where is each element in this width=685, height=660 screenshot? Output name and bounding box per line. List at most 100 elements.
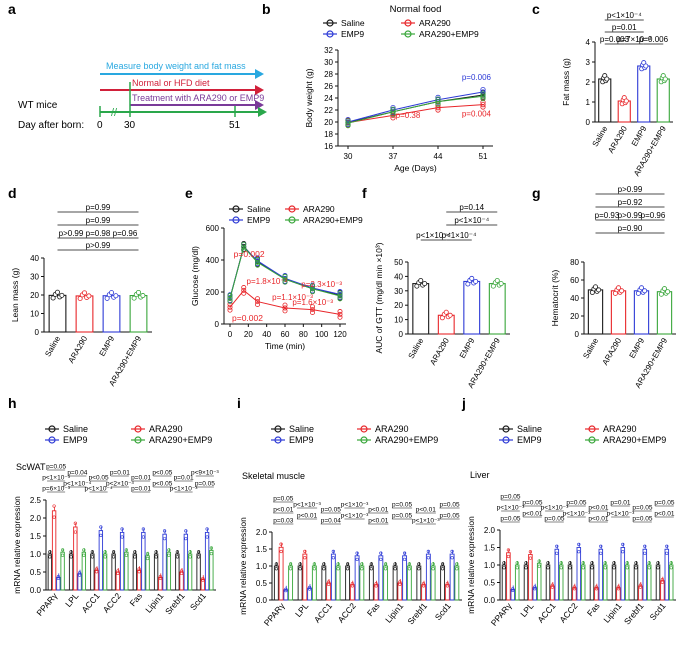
y-tick-label: 2.0 [256,528,268,537]
annotation: p=0.99 [86,216,111,225]
data-point [537,564,541,568]
data-point [227,295,233,301]
annotation: p=1.1×10⁻³ [272,293,313,302]
data-point [336,567,340,571]
data-point [634,561,638,565]
annotation: p<0.05 [152,470,172,477]
data-point [241,244,247,250]
data-point [445,582,449,586]
data-point [137,570,141,574]
data-point [455,562,459,566]
bar [102,553,108,591]
data-point [55,289,61,295]
x-tick-label: 100 [315,330,329,339]
annotation: p=0.98 [86,229,111,238]
data-point [167,548,171,552]
day-tick-30: 30 [124,120,136,131]
x-tick-label: Fas [365,601,382,618]
data-point [599,544,603,548]
bar [359,565,365,601]
annotation: p=0.90 [618,224,643,233]
data-point [390,115,396,121]
legend-label: ARA290+EMP9 [603,435,666,445]
annotation: p=0.03 [273,518,293,525]
y-tick-label: 10 [30,310,39,319]
data-point [568,561,572,565]
y-tick-label: 1.5 [256,545,268,554]
x-tick-label: EMP9 [628,336,647,360]
data-point [346,562,350,566]
data-point [60,553,65,557]
bar [545,564,551,601]
panel-letter-i: i [237,395,241,411]
y-tick-label: 2.0 [30,514,42,523]
data-point [116,569,120,573]
annotation: p=0.04 [321,518,341,525]
data-point [596,287,602,293]
annotation: p=0.01 [610,500,630,507]
data-point [241,285,247,291]
data-point [48,550,52,554]
data-point [94,567,99,571]
x-tick-label: Fas [585,601,602,618]
chart-e-glucose: 0 200 400 600 Glucose (mg/dl) 0 20 40 60 80 100 120… [190,204,363,351]
y-tick-label: 60 [570,276,579,285]
data-point [390,109,396,115]
annotation: p<1×10⁻⁴ [84,486,112,493]
bar [141,531,146,591]
subject-label: WT mice [18,100,58,111]
data-point [417,567,421,571]
bar [656,78,670,123]
data-point [303,549,307,553]
y-tick-label: 2.5 [30,496,42,505]
bar [345,565,351,601]
bar [307,587,313,601]
data-point [528,550,533,554]
data-point [603,561,607,565]
data-point [345,120,351,126]
data-point [86,293,92,299]
data-point [660,577,665,582]
data-point [69,555,73,559]
x-tick-label: Fas [127,591,144,608]
x-tick-label: Srebf1 [405,601,429,627]
data-point [337,293,343,299]
annotation: p<0.01 [522,511,542,518]
data-point [445,584,449,588]
y-tick-label: 0.0 [256,596,268,605]
annotation: p>0.99 [86,241,111,250]
data-point [431,567,435,571]
data-point [572,585,577,589]
data-point [647,566,651,570]
data-point [665,289,671,295]
data-point [227,298,233,304]
annotation: p<1×10⁻³ [42,475,70,482]
bar [488,283,506,335]
bar [598,78,612,123]
data-point [345,118,351,124]
data-point [336,562,340,566]
data-point [559,561,563,565]
data-point [205,527,209,531]
data-point [443,309,449,315]
x-tick-label: ARA290 [428,336,451,367]
bar [378,555,384,601]
annotation: p=0.05 [46,464,66,471]
data-point [612,561,616,565]
data-point [506,554,511,559]
annotation: p<1×10⁻³ [170,486,198,493]
series-line [347,91,484,123]
x-tick-label: 0 [228,330,233,339]
data-point [99,525,103,529]
data-point [669,561,673,565]
annotation: p<0.01 [654,511,674,518]
bar [73,526,78,591]
data-point [642,288,648,294]
data-point [502,566,506,570]
data-point [284,589,288,593]
x-tick-label: EMP9 [98,334,117,358]
bar [102,295,121,333]
day-label: Day after born: [18,120,84,131]
x-tick-label: ACC1 [79,591,101,615]
